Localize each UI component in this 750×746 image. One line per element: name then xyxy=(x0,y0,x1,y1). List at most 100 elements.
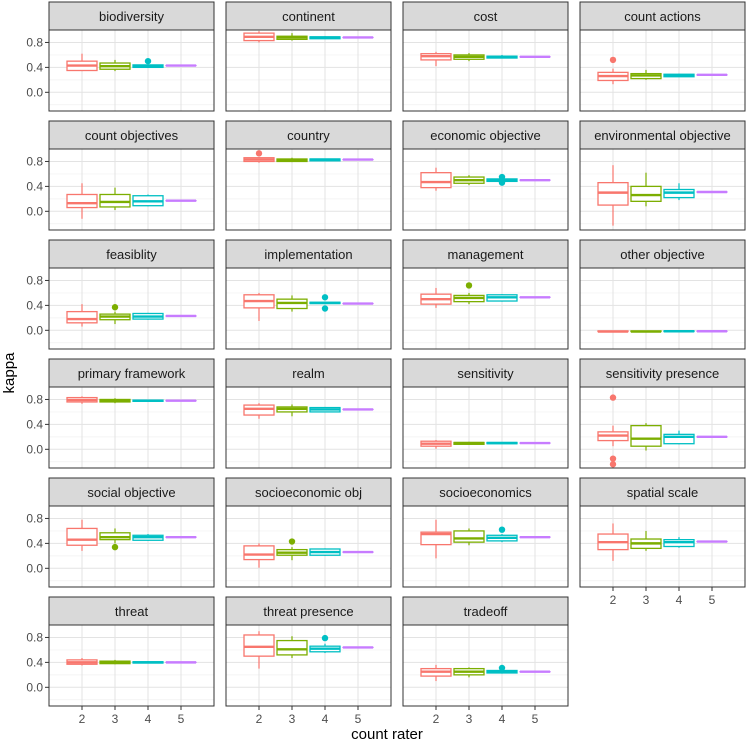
outlier-point xyxy=(321,634,329,642)
facet-strip-label: biodiversity xyxy=(99,9,165,24)
facet-panel: realm xyxy=(225,358,392,469)
facet-panel: implementation xyxy=(225,239,392,350)
panel-border xyxy=(225,29,392,112)
facet-strip-label: continent xyxy=(282,9,335,24)
box-3 xyxy=(276,636,308,659)
facet-strip xyxy=(225,596,392,626)
facet-panel: country xyxy=(225,120,392,231)
panel-background xyxy=(403,30,568,111)
panel-background xyxy=(403,268,568,349)
outlier-point xyxy=(111,543,119,551)
facet-strip xyxy=(225,1,392,31)
box-3 xyxy=(276,404,308,417)
box-4 xyxy=(663,430,695,445)
box-2 xyxy=(597,394,629,468)
box-2 xyxy=(420,664,452,682)
y-tick-label: 0.8 xyxy=(26,392,43,406)
panel-border xyxy=(48,148,215,231)
box-4 xyxy=(486,54,518,59)
panel-border xyxy=(225,624,392,707)
y-axis-title: kappa xyxy=(1,352,18,394)
box-iqr xyxy=(597,181,629,206)
facet-panel: socioeconomics xyxy=(402,477,569,588)
box-2 xyxy=(597,165,629,226)
box-2 xyxy=(66,519,98,551)
facet-strip xyxy=(48,358,215,388)
box-3 xyxy=(453,53,485,62)
box-3 xyxy=(99,528,131,551)
box-4 xyxy=(132,194,164,207)
box-3 xyxy=(453,175,485,186)
box-3 xyxy=(630,69,662,80)
panel-border xyxy=(48,624,215,707)
panel-border xyxy=(579,386,746,469)
facet-strip-label: social objective xyxy=(87,485,175,500)
box-2 xyxy=(243,31,275,43)
box-2 xyxy=(420,51,452,67)
x-tick-label: 3 xyxy=(643,593,650,607)
facet-strip xyxy=(579,239,746,269)
box-4 xyxy=(309,634,341,654)
facet-strip-label: threat presence xyxy=(263,604,353,619)
facet-strip-label: socioeconomic obj xyxy=(255,485,362,500)
panel-background xyxy=(49,625,214,706)
y-tick-label: 0.4 xyxy=(26,60,43,74)
facet-strip-label: primary framework xyxy=(78,366,186,381)
facet-strip xyxy=(225,239,392,269)
facet-strip-label: economic objective xyxy=(430,128,541,143)
box-3 xyxy=(99,59,131,72)
outlier-point xyxy=(465,282,473,289)
facet-strip xyxy=(402,120,569,150)
panel-border xyxy=(402,624,569,707)
y-tick-label: 0.0 xyxy=(26,680,43,694)
y-tick-label: 0.4 xyxy=(26,298,43,312)
facet-panel: sensitivity presence xyxy=(579,358,746,469)
box-2 xyxy=(243,403,275,419)
box-2 xyxy=(243,631,275,669)
facet-strip-label: count objectives xyxy=(85,128,179,143)
facet-strip-label: country xyxy=(287,128,330,143)
x-tick-label: 3 xyxy=(289,712,296,726)
panel-background xyxy=(403,387,568,468)
box-3 xyxy=(99,659,131,665)
box-3 xyxy=(453,528,485,546)
y-tick-label: 0.0 xyxy=(26,561,43,575)
box-2 xyxy=(66,304,98,327)
panel-border xyxy=(48,386,215,469)
box-4 xyxy=(486,294,518,302)
x-tick-label: 4 xyxy=(676,593,683,607)
panel-background xyxy=(49,506,214,587)
box-4 xyxy=(486,173,518,186)
facet-strip-label: feasiblity xyxy=(106,247,157,262)
outlier-point xyxy=(255,150,263,157)
facet-strip xyxy=(225,358,392,388)
panel-border xyxy=(402,148,569,231)
facet-strip-label: spatial scale xyxy=(627,485,699,500)
x-tick-label: 2 xyxy=(433,712,440,726)
facet-panel: feasiblity 0.0 0.4 0.8 xyxy=(26,239,215,350)
facet-panel: economic objective xyxy=(402,120,569,231)
box-2 xyxy=(66,53,98,72)
box-3 xyxy=(630,172,662,207)
box-3 xyxy=(453,282,485,305)
x-tick-label: 2 xyxy=(610,593,617,607)
facet-strip xyxy=(402,1,569,31)
box-iqr xyxy=(66,310,98,324)
outlier-point xyxy=(609,461,617,468)
panel-border xyxy=(579,29,746,112)
x-tick-label: 5 xyxy=(355,712,362,726)
y-tick-label: 0.0 xyxy=(26,323,43,337)
box-4 xyxy=(132,312,164,320)
x-axis-title: count rater xyxy=(351,726,423,743)
x-tick-label: 4 xyxy=(145,712,152,726)
x-tick-label: 3 xyxy=(112,712,119,726)
outlier-point xyxy=(609,56,617,64)
box-2 xyxy=(420,439,452,449)
facet-panel: other objective xyxy=(579,239,746,350)
y-tick-label: 0.4 xyxy=(26,417,43,431)
panel-background xyxy=(580,387,745,468)
facet-panel: management xyxy=(402,239,569,350)
box-4 xyxy=(132,57,164,69)
facet-strip xyxy=(579,477,746,507)
box-4 xyxy=(309,158,341,162)
